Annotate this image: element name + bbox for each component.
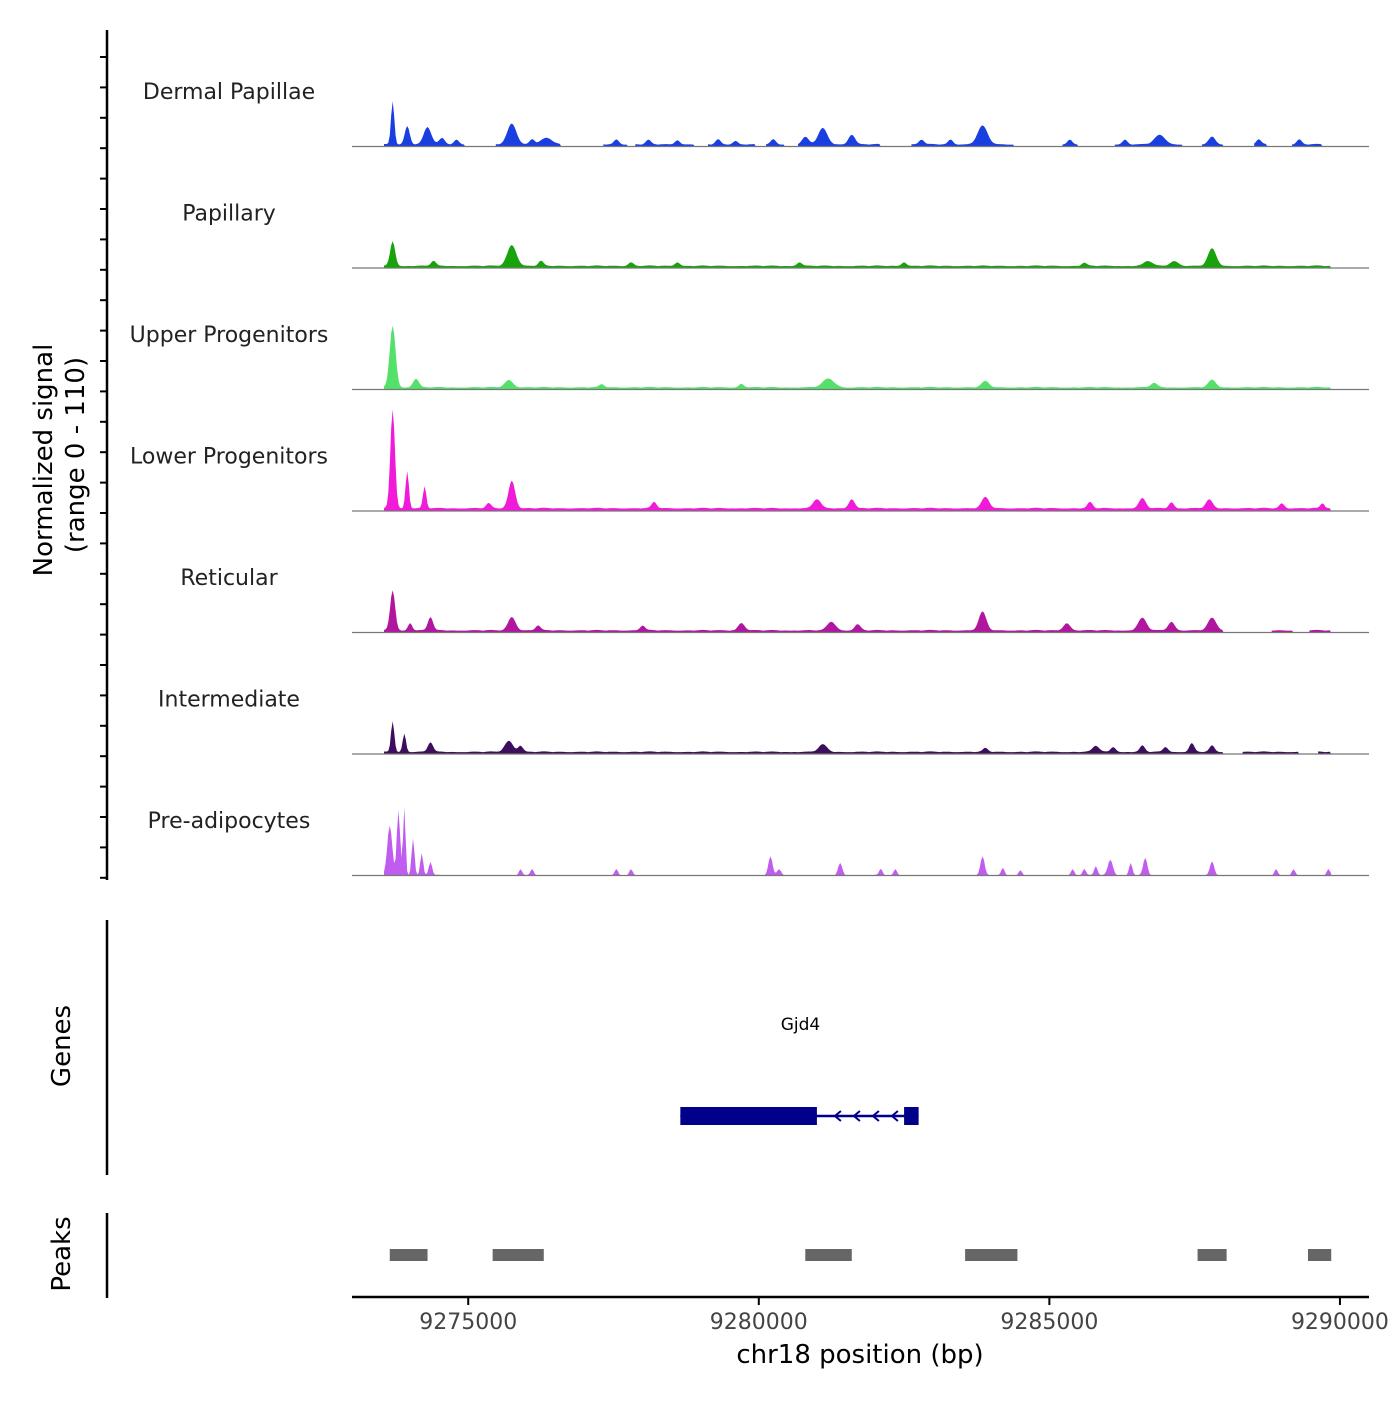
x-axis: 9275000 9280000 9285000 9290000: [352, 1295, 1389, 1335]
peak-region: [965, 1249, 1018, 1261]
peak-region: [492, 1249, 544, 1261]
track-label-reticular: Reticular: [180, 566, 278, 591]
coverage-area-pre-adipocytes: [384, 807, 1332, 876]
coverage-area-intermediate: [384, 721, 1332, 754]
peaks-panel: [105, 1213, 1332, 1298]
track-label-dermal-papillae: Dermal Papillae: [143, 80, 315, 105]
gene-exon: [680, 1107, 817, 1125]
track-label-pre-adipocytes: Pre-adipocytes: [148, 809, 311, 834]
gene-strand-arrow: [833, 1110, 842, 1122]
coverage-area-lower-progenitors: [384, 409, 1332, 511]
gene-name-label: Gjd4: [781, 1015, 821, 1035]
x-axis-tick-label: 9280000: [710, 1310, 808, 1335]
x-axis-tick-label: 9285000: [1000, 1310, 1098, 1335]
gene-exon: [904, 1107, 919, 1125]
x-axis-tick-label: 9290000: [1291, 1310, 1389, 1335]
track-label-papillary: Papillary: [182, 202, 276, 227]
track-label-intermediate: Intermediate: [158, 688, 300, 713]
coverage-y-label: Normalized signal: [29, 344, 59, 577]
coverage-panel: Dermal Papillae Papillary Upper Progenitor…: [100, 30, 1369, 880]
gene-strand-arrow: [871, 1110, 880, 1122]
x-axis-label: chr18 position (bp): [736, 1340, 983, 1370]
coverage-area-upper-progenitors: [384, 325, 1332, 390]
x-axis-tick-label: 9275000: [419, 1310, 517, 1335]
peaks-y-label: Peaks: [47, 1216, 77, 1291]
peak-region: [1197, 1249, 1227, 1261]
gene-strand-arrow: [890, 1110, 899, 1122]
peak-region: [805, 1249, 852, 1261]
peak-region: [389, 1249, 428, 1261]
genes-y-label: Genes: [47, 1005, 77, 1087]
coverage-area-dermal-papillae: [384, 101, 1323, 147]
peak-region: [1307, 1249, 1332, 1261]
track-label-lower-progenitors: Lower Progenitors: [130, 445, 328, 470]
coverage-area-reticular: [384, 590, 1332, 633]
genes-panel: Gjd4: [105, 920, 919, 1175]
coverage-area-papillary: [384, 241, 1332, 268]
coverage-y-range-label: (range 0 - 110): [61, 357, 91, 553]
gene-strand-arrow: [852, 1110, 861, 1122]
track-label-upper-progenitors: Upper Progenitors: [130, 323, 329, 348]
